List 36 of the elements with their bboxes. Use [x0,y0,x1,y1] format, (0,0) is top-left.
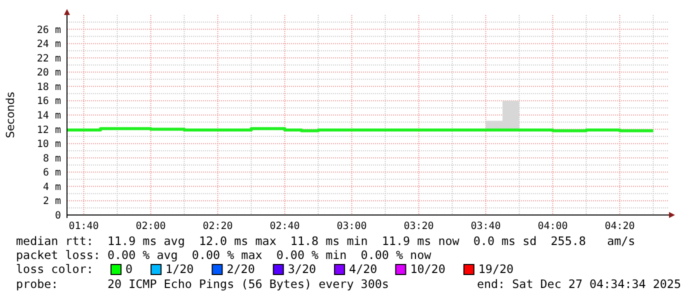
y-tick-label: 2 m [42,196,61,208]
y-tick-label: 8 m [42,153,61,164]
y-tick-label: 14 m [36,110,61,122]
y-tick-label: 6 m [42,168,61,179]
y-tick-label: 26 m [36,24,61,36]
x-tick-label: 04:00 [538,221,568,232]
y-tick-label: 4 m [42,182,61,193]
text: 1/20 [166,262,194,276]
y-tick-label: 0 [54,210,61,222]
x-tick-label: 01:40 [68,221,99,232]
text: probe: 20 ICMP Echo Pings (56 Bytes) every 300s [16,277,389,291]
y-tick-label: 12 m [36,124,61,136]
y-tick-label: 16 m [36,96,61,108]
text: loss color: [16,262,94,276]
y-tick-label: 22 m [36,53,61,64]
text: 2/20 [226,262,255,276]
text: 10/20 [410,262,446,276]
text: packet loss: 0.00 % avg 0.00 % max 0.00 % min 0.00 % now [16,248,432,262]
y-tick-label: 18 m [36,82,61,93]
text: 3/20 [288,262,316,276]
text: 19/20 [478,262,514,276]
y-axis-title: Seconds [4,92,17,138]
text: end: Sat Dec 27 04:34:34 2025 [476,277,681,291]
text: median rtt: 11.9 ms avg 12.0 ms max 11.8 ms min 11.9 ms now 0.0 ms sd 255.8 am/s [16,234,636,248]
y-tick-label: 10 m [36,139,61,150]
x-tick-label: 02:20 [202,221,233,232]
y-tick-label: 20 m [36,68,61,79]
x-tick-label: 04:20 [604,221,635,232]
text: 4/20 [349,262,378,276]
y-tick-label: 24 m [36,39,61,50]
x-tick-label: 03:40 [470,221,501,232]
x-tick-label: 03:20 [404,221,434,232]
text: 0 [126,262,133,276]
x-tick-label: 02:40 [270,221,300,232]
x-tick-label: 03:00 [336,221,367,232]
x-tick-label: 02:00 [136,221,166,232]
